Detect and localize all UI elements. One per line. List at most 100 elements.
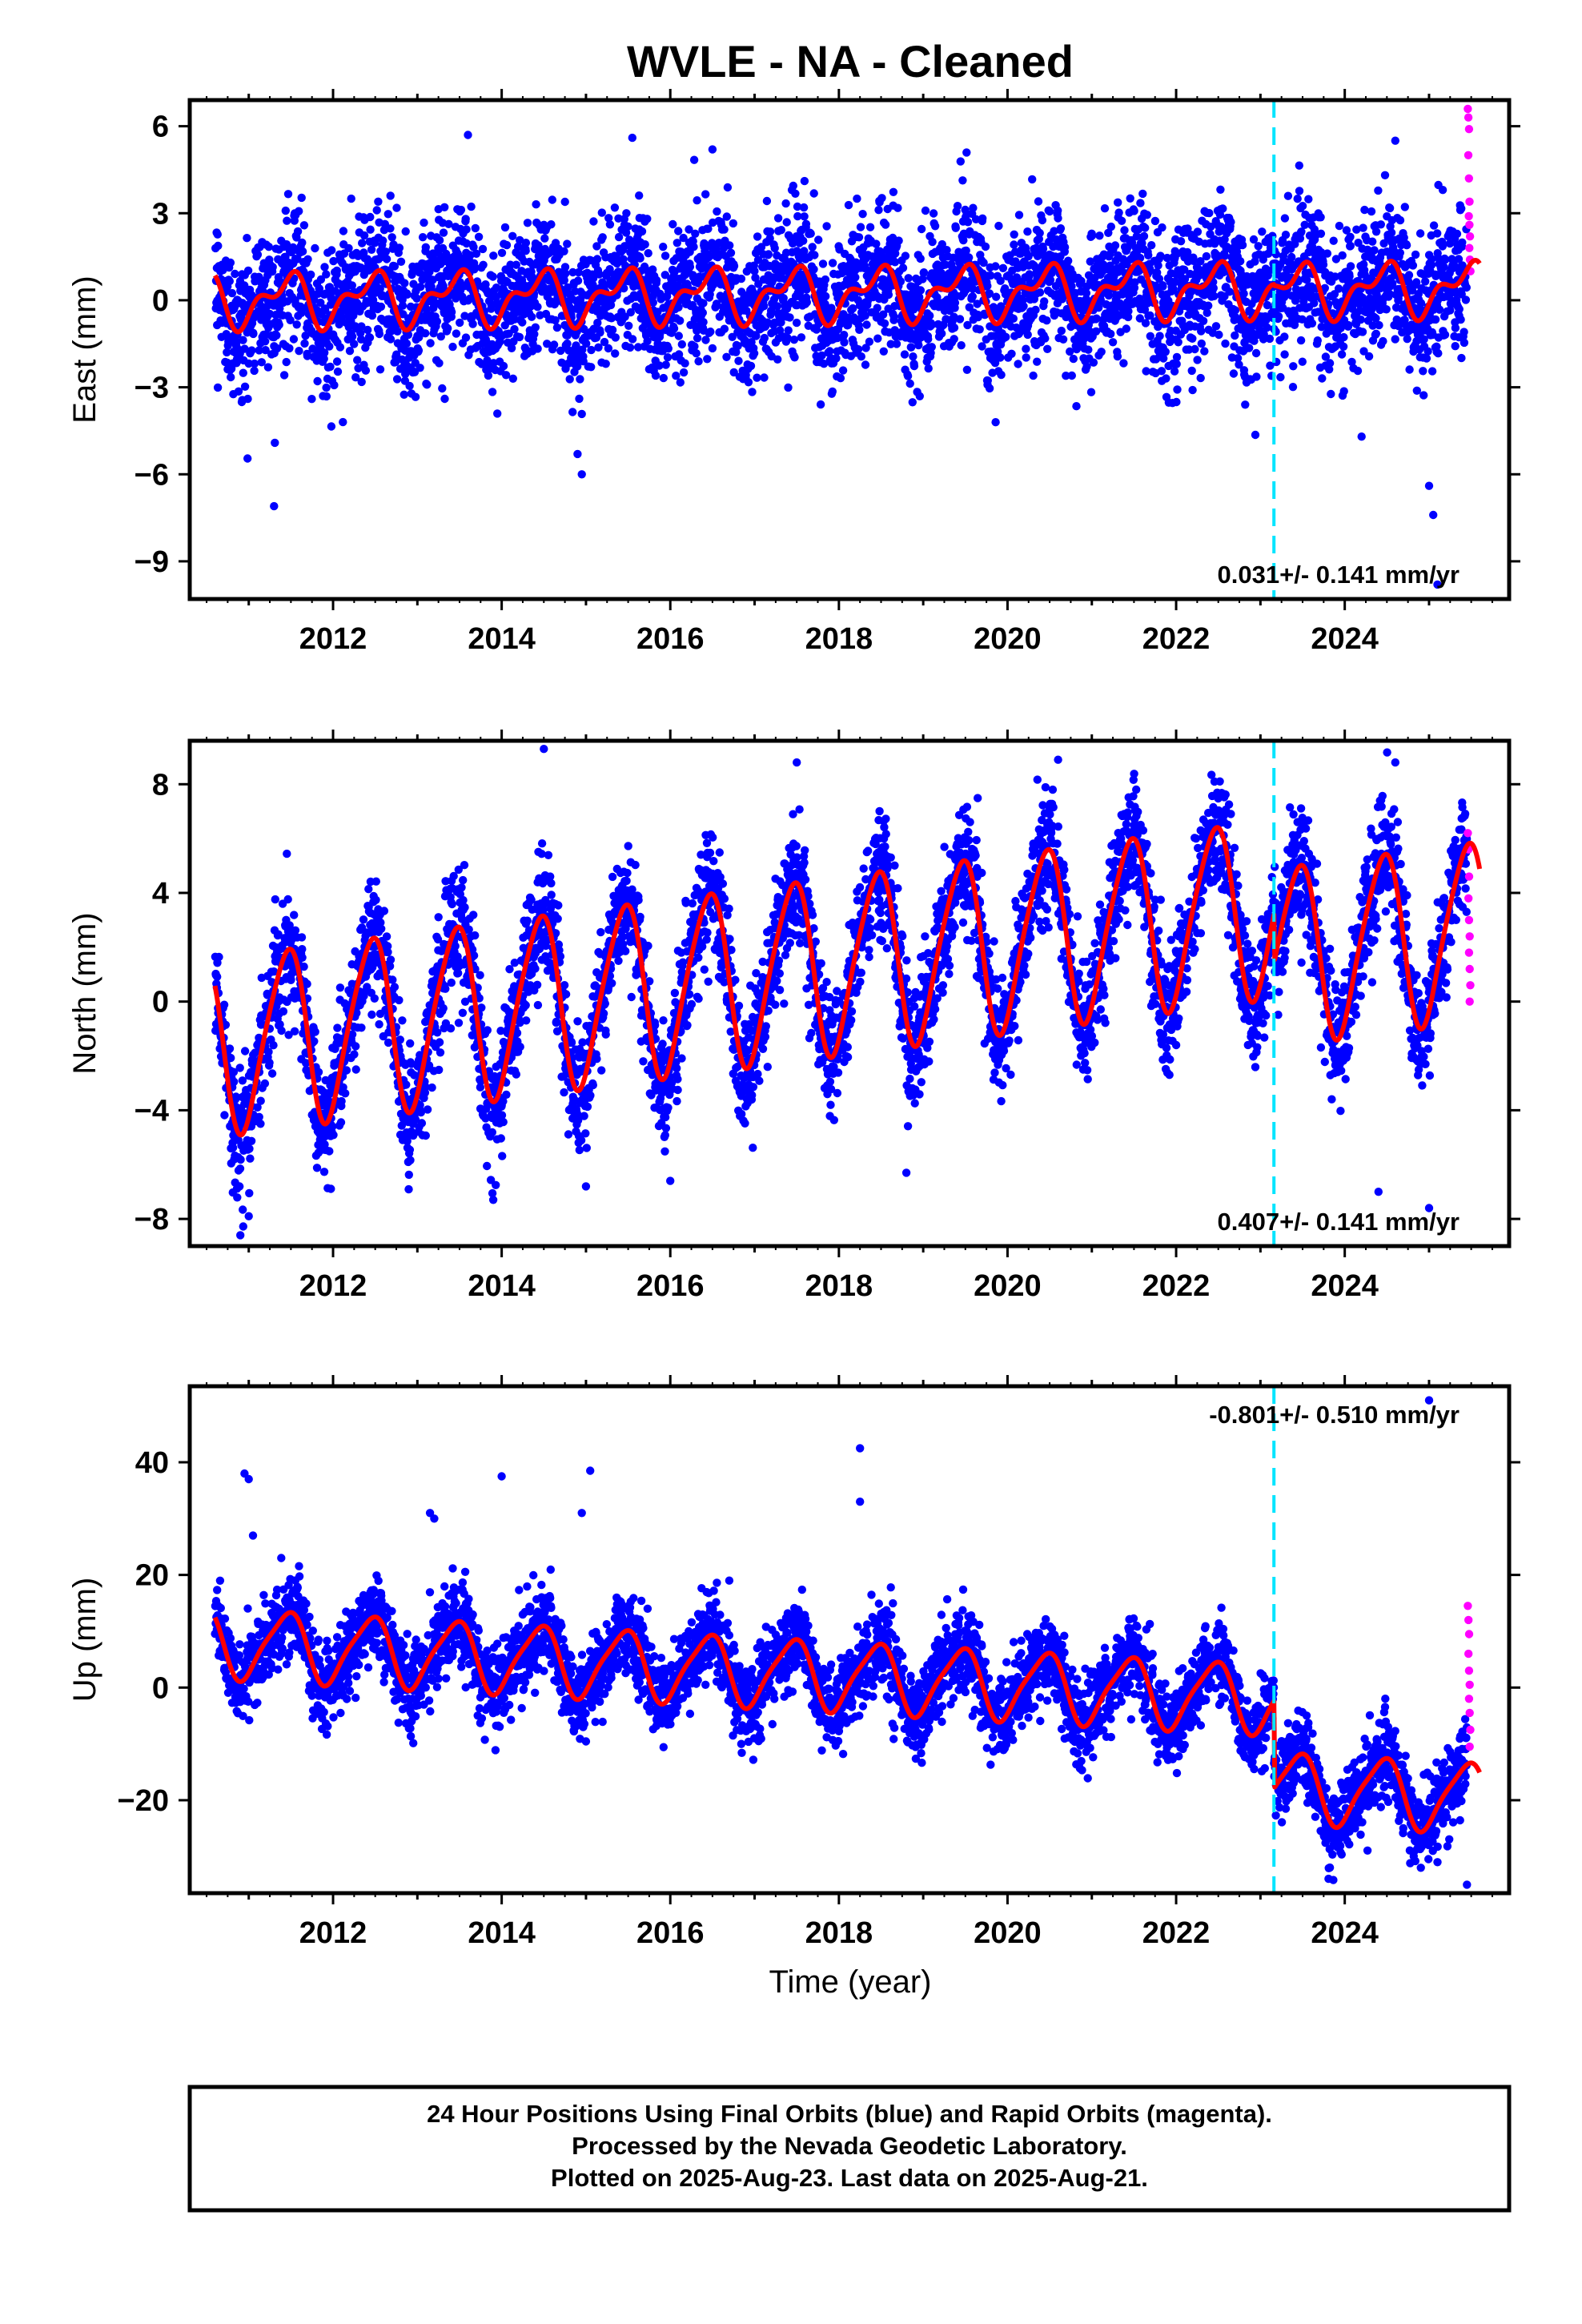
east-data-point (594, 343, 603, 352)
east-data-point (1067, 371, 1077, 380)
east-data-point (614, 232, 624, 242)
east-data-point (1251, 430, 1260, 440)
east-data-point (785, 313, 794, 322)
east-data-point (1258, 227, 1267, 236)
east-data-point (983, 281, 992, 291)
east-data-point (1339, 332, 1348, 342)
east-data-point (679, 368, 689, 377)
east-data-point (1280, 350, 1289, 359)
east-data-point (1031, 305, 1040, 315)
east-data-point (1144, 251, 1153, 259)
east-data-point (963, 218, 973, 227)
east-data-point (1358, 328, 1367, 336)
east-data-point (444, 219, 453, 228)
east-data-point (1202, 251, 1211, 261)
east-data-point (853, 345, 863, 354)
east-data-point (219, 266, 227, 275)
east-data-point (1193, 227, 1203, 236)
east-data-point (1353, 366, 1363, 376)
east-data-point (655, 361, 664, 370)
east-data-point (500, 223, 510, 232)
east-data-point (877, 194, 886, 203)
east-data-point (1346, 241, 1355, 251)
east-data-point (1280, 332, 1289, 341)
east-data-point (1138, 189, 1147, 199)
east-data-point (1157, 367, 1166, 376)
east-data-point (295, 347, 303, 356)
east-data-point (1403, 335, 1411, 344)
east-data-point (330, 380, 339, 390)
east-data-point (624, 222, 632, 231)
east-data-point (1461, 296, 1471, 304)
east-data-point (889, 187, 898, 196)
east-data-point (957, 341, 966, 350)
north-data-point (213, 972, 222, 981)
east-data-point (322, 270, 331, 279)
east-data-point (447, 308, 456, 316)
east-data-point (231, 269, 239, 279)
east-data-point (400, 390, 408, 399)
east-outlier-point (628, 133, 636, 143)
east-data-point (620, 312, 629, 321)
east-data-point (751, 273, 760, 282)
east-data-point (821, 275, 830, 284)
east-data-point (706, 328, 715, 336)
east-data-point (531, 323, 540, 332)
east-data-point (836, 374, 845, 383)
east-data-point (402, 339, 412, 348)
east-data-point (345, 347, 355, 356)
east-data-point (914, 340, 923, 350)
east-data-point (452, 329, 461, 338)
east-data-point (723, 183, 733, 192)
east-data-point (809, 189, 818, 198)
east-data-point (953, 202, 962, 211)
east-data-point (367, 245, 376, 254)
east-data-point (470, 263, 480, 272)
east-data-point (332, 357, 342, 366)
east-data-point (547, 220, 556, 229)
east-data-point (243, 394, 252, 404)
east-outlier-point (464, 131, 472, 139)
east-data-point (661, 360, 670, 369)
east-data-point (427, 282, 436, 292)
east-data-point (704, 253, 713, 262)
east-data-point (978, 214, 987, 223)
east-data-point (782, 218, 791, 227)
east-data-point (640, 240, 649, 249)
east-data-point (574, 267, 583, 277)
east-data-point (909, 352, 917, 361)
east-data-point (817, 351, 826, 360)
east-data-point (1162, 374, 1170, 383)
east-data-point (1460, 328, 1468, 336)
east-data-point (909, 361, 919, 371)
east-data-point (515, 332, 524, 342)
east-data-point (624, 321, 633, 330)
east-plot-area (211, 100, 1482, 599)
east-data-point (261, 346, 270, 355)
east-data-point (1122, 324, 1131, 333)
east-data-point (316, 275, 326, 284)
east-data-point (1462, 283, 1472, 292)
east-data-point (448, 342, 457, 352)
east-data-point (1204, 301, 1213, 310)
east-data-point (1382, 305, 1391, 314)
east-data-point (693, 326, 701, 336)
east-data-point (365, 333, 375, 342)
east-data-point (250, 359, 259, 368)
east-data-point (691, 229, 700, 238)
east-data-point (1422, 354, 1431, 363)
east-data-point (565, 375, 574, 384)
east-data-point (1337, 350, 1347, 359)
east-data-point (760, 302, 769, 311)
east-data-point (856, 223, 865, 231)
east-rapid-point (1464, 151, 1473, 159)
east-data-point (950, 298, 960, 308)
east-data-point (1344, 320, 1353, 330)
east-ytick-label: −3 (135, 372, 169, 405)
east-data-point (375, 365, 385, 374)
east-data-point (1057, 326, 1066, 336)
east-data-point (1296, 336, 1306, 345)
east-data-point (626, 308, 635, 317)
east-data-point (1108, 338, 1118, 347)
east-data-point (757, 243, 766, 251)
